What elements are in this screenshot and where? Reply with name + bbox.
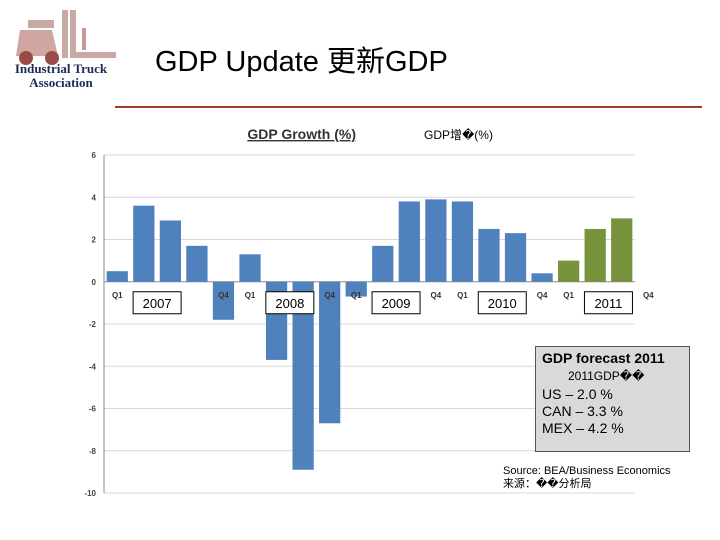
y-axis: 6 4 2 0 -2 -4 -6 -8 -10 <box>84 151 105 498</box>
bar-actual <box>292 281 314 470</box>
y-tick-label: 0 <box>92 278 97 287</box>
forecast-heading: GDP forecast 2011 <box>542 350 665 366</box>
bar-actual <box>398 201 420 282</box>
bar-actual <box>531 273 553 282</box>
logo-line-1: Industrial Truck <box>14 61 108 76</box>
quarter-label: Q4 <box>324 291 335 300</box>
bar-actual <box>345 281 367 297</box>
y-tick-label: -6 <box>89 405 97 414</box>
bar-actual <box>133 205 155 282</box>
bar-actual <box>478 228 500 282</box>
year-labels: 2007 2008 2009 2010 2011 <box>132 291 633 315</box>
year-label: 2011 <box>594 296 622 311</box>
forecast-subheading: 2011GDP�� <box>568 369 645 383</box>
source-line-2: 来源：��分析局 <box>503 478 592 490</box>
logo-text: Industrial Truck Association <box>0 62 122 90</box>
forecast-mex: MEX – 4.2 % <box>542 420 624 436</box>
quarter-label: Q4 <box>431 291 442 300</box>
quarter-labels: Q1 Q4 Q1 Q4 Q1 Q4 Q1 Q4 Q1 Q4 <box>112 291 654 300</box>
bar-forecast <box>584 228 606 282</box>
quarter-label: Q4 <box>643 291 654 300</box>
quarter-label: Q1 <box>563 291 574 300</box>
bar-actual <box>239 254 261 282</box>
forecast-can: CAN – 3.3 % <box>542 403 623 419</box>
gdp-forecast-box: GDP forecast 2011 2011GDP�� US – 2.0 % C… <box>535 346 690 452</box>
forecast-us: US – 2.0 % <box>542 386 613 402</box>
bar-actual <box>106 271 128 282</box>
bar-actual <box>319 281 341 424</box>
year-label-box <box>371 291 421 315</box>
year-label: 2007 <box>143 296 172 311</box>
bar-actual <box>451 201 474 282</box>
quarter-label: Q1 <box>457 291 468 300</box>
y-tick-label: -8 <box>89 447 97 456</box>
y-tick-label: -10 <box>84 489 96 498</box>
y-tick-label: 6 <box>92 151 97 160</box>
source-note: Source: BEA/Business Economics 来源：��分析局 <box>503 465 671 491</box>
logo-line-2: Association <box>29 75 93 90</box>
y-tick-label: -4 <box>89 362 97 371</box>
quarter-label: Q1 <box>245 291 256 300</box>
year-label-box <box>477 291 527 315</box>
quarter-label: Q4 <box>537 291 548 300</box>
year-label-box <box>265 291 315 315</box>
year-label: 2010 <box>488 296 517 311</box>
bar-actual <box>372 245 394 282</box>
chart-title: GDP Growth (%) <box>247 126 356 142</box>
bar-forecast <box>558 260 580 282</box>
year-label-box <box>132 291 182 315</box>
y-tick-label: 2 <box>92 236 97 245</box>
bar-actual <box>504 233 527 282</box>
year-label-box <box>583 291 633 315</box>
bar-forecast <box>611 218 633 282</box>
y-tick-label: 4 <box>92 193 97 202</box>
bar-actual <box>212 281 235 320</box>
quarter-label: Q4 <box>218 291 229 300</box>
title-divider <box>115 106 702 108</box>
source-line-1: Source: BEA/Business Economics <box>503 465 671 477</box>
chart-subtitle: GDP增�(%) <box>424 128 493 142</box>
quarter-label: Q1 <box>112 291 123 300</box>
slide-title: GDP Update 更新GDP <box>155 46 448 78</box>
bar-actual <box>186 245 208 282</box>
year-label: 2008 <box>275 296 304 311</box>
bar-actual <box>425 199 447 282</box>
year-label: 2009 <box>382 296 411 311</box>
bars <box>106 199 633 470</box>
y-tick-label: -2 <box>89 320 97 329</box>
bar-actual <box>159 220 181 282</box>
quarter-label: Q1 <box>351 291 362 300</box>
forklift-logo-icon <box>16 10 116 65</box>
ita-logo <box>10 8 120 98</box>
